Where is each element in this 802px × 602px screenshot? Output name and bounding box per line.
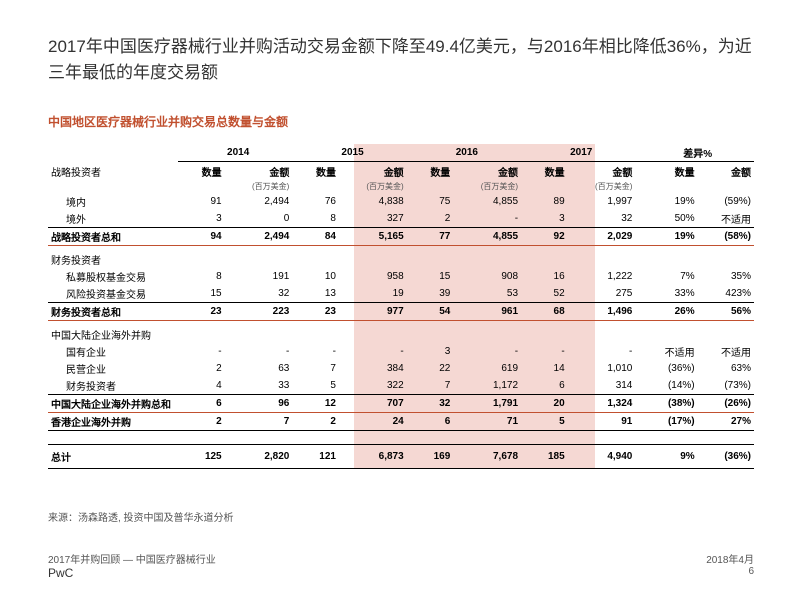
page-title: 2017年中国医疗器械行业并购活动交易金额下降至49.4亿美元，与2016年相比… — [48, 34, 754, 85]
table-container: 2014201520162017差异%战略投资者数量金额数量金额数量金额数量金额… — [48, 144, 754, 469]
chart-subtitle: 中国地区医疗器械行业并购交易总数量与金额 — [48, 113, 754, 130]
data-table: 2014201520162017差异%战略投资者数量金额数量金额数量金额数量金额… — [48, 144, 754, 469]
footer-brand: PwC — [48, 566, 216, 580]
footer: 2017年并购回顾 — 中国医疗器械行业 PwC 2018年4月 6 — [48, 551, 754, 580]
page-number: 6 — [706, 566, 754, 577]
footer-doc-title: 2017年并购回顾 — 中国医疗器械行业 — [48, 551, 216, 566]
footer-date: 2018年4月 — [706, 551, 754, 566]
source-note: 来源：汤森路透, 投资中国及普华永道分析 — [48, 509, 754, 524]
